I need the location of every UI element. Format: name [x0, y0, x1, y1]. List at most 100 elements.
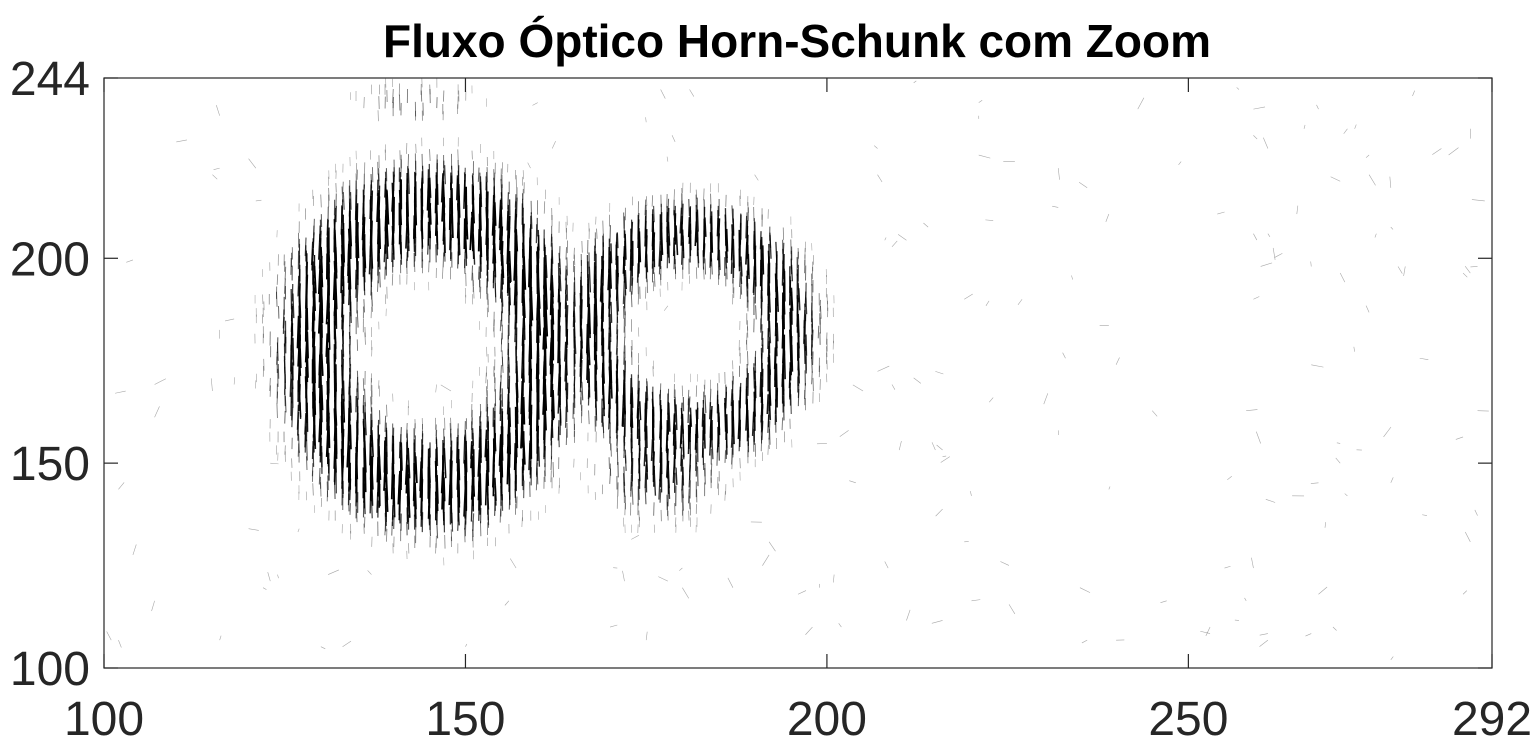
flow-vector	[367, 570, 372, 575]
flow-vector	[342, 192, 345, 210]
flow-vector	[267, 572, 271, 582]
flow-vector	[680, 447, 683, 467]
flow-vector	[940, 456, 950, 463]
flow-vector	[406, 464, 409, 488]
flow-vector	[319, 362, 323, 394]
flow-vector	[1079, 587, 1091, 593]
flow-vector	[629, 267, 632, 292]
flow-vector	[371, 190, 374, 212]
flow-vector	[1260, 262, 1273, 267]
flow-vector	[427, 184, 431, 218]
flow-vector	[906, 609, 911, 621]
flow-vector	[383, 440, 386, 473]
flow-vector	[1263, 137, 1269, 149]
flow-vector	[667, 198, 670, 217]
flow-vector	[443, 448, 447, 479]
flow-vector	[552, 389, 555, 419]
flow-vector	[746, 364, 749, 379]
flow-vector	[406, 236, 409, 258]
flow-vector	[557, 340, 560, 364]
flow-vector	[248, 158, 257, 169]
flow-vector	[470, 441, 473, 459]
flow-vector	[985, 300, 990, 306]
flow-vector	[877, 174, 883, 183]
flow-vector	[386, 404, 388, 417]
flow-vector	[672, 413, 676, 435]
flow-vector	[891, 384, 896, 390]
flow-vector	[276, 403, 278, 419]
flow-vector	[1389, 176, 1392, 188]
flow-vector	[455, 175, 459, 201]
flow-vector	[494, 477, 497, 501]
flow-vector	[498, 434, 502, 466]
flow-vector	[407, 474, 411, 505]
flow-vector	[320, 194, 322, 208]
flow-vector	[724, 450, 727, 463]
flow-vector	[1267, 233, 1271, 238]
flow-vector	[544, 254, 548, 278]
flow-vector	[1017, 299, 1023, 305]
flow-vector	[233, 377, 236, 385]
flow-vector	[276, 351, 278, 365]
flow-vector	[277, 574, 279, 579]
flow-vector	[532, 102, 538, 106]
flow-vector	[311, 441, 314, 460]
flow-vector	[297, 528, 300, 533]
flow-vector	[499, 394, 502, 415]
flow-vector	[820, 305, 822, 319]
flow-vector	[317, 265, 322, 295]
flow-vector	[297, 275, 300, 297]
flow-vector	[776, 322, 779, 342]
flow-vector	[363, 299, 366, 313]
flow-vector	[679, 567, 683, 571]
flow-vector	[499, 375, 502, 394]
flow-vector	[472, 513, 475, 532]
flow-vector	[508, 407, 512, 427]
flow-vector	[399, 427, 402, 447]
flow-vector	[1081, 639, 1088, 644]
flow-vector	[486, 404, 489, 417]
x-tick-label: 150	[425, 693, 505, 746]
flow-vector	[622, 473, 625, 493]
flow-vector	[978, 154, 991, 159]
flow-vector	[679, 207, 683, 234]
flow-vector	[1205, 626, 1211, 637]
flow-vector	[610, 301, 613, 323]
flow-vector	[341, 364, 344, 392]
flow-vector	[687, 398, 690, 424]
flow-vector	[566, 257, 569, 276]
flow-vector	[310, 241, 314, 266]
flow-vector	[449, 423, 452, 438]
flow-vector	[298, 353, 302, 376]
flow-vector	[1253, 296, 1260, 300]
flow-vector	[790, 287, 794, 311]
flow-vector	[557, 394, 560, 414]
flow-vector	[440, 173, 444, 203]
flow-vector	[645, 117, 647, 123]
flow-vector	[658, 240, 662, 267]
flow-vector	[543, 313, 546, 338]
flow-vector	[622, 570, 625, 582]
flow-vector	[630, 474, 633, 491]
flow-vector	[653, 205, 655, 223]
flow-vector	[739, 272, 741, 288]
flow-vector	[682, 587, 690, 599]
x-tick-label: 100	[64, 693, 144, 746]
flow-vector	[1137, 97, 1145, 110]
flow-vector	[644, 199, 647, 216]
flow-vector	[115, 390, 126, 394]
flow-vector	[318, 468, 321, 485]
flow-vector	[284, 266, 287, 280]
flow-vector	[471, 265, 474, 281]
flow-vector	[313, 218, 315, 236]
flow-vector	[1330, 176, 1341, 182]
flow-vector	[341, 186, 344, 203]
flow-vector	[1374, 233, 1377, 238]
flow-vector	[971, 599, 981, 602]
flow-vector	[1265, 499, 1276, 503]
flow-vector	[1043, 393, 1049, 405]
flow-vector	[485, 372, 487, 384]
flow-vector	[804, 383, 806, 400]
flow-vector	[681, 458, 684, 481]
flow-vector	[675, 467, 678, 485]
